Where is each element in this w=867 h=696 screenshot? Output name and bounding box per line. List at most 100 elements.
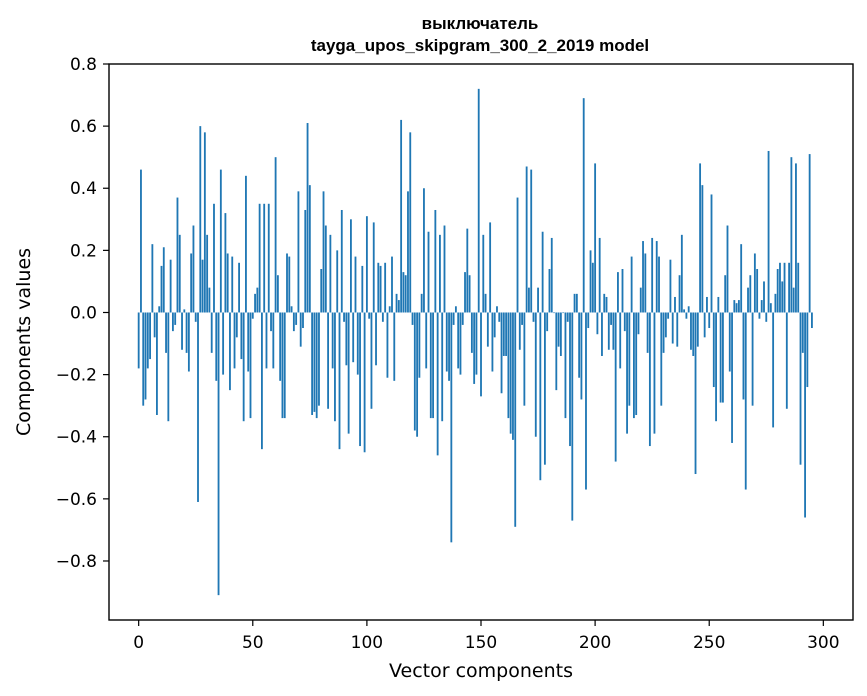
bar <box>703 312 706 338</box>
bar <box>765 312 768 322</box>
bar <box>441 312 444 422</box>
bar <box>687 306 690 313</box>
bar <box>464 272 466 313</box>
bar <box>607 312 610 350</box>
bar <box>623 312 626 332</box>
y-tick-label: −0.4 <box>56 428 97 448</box>
bar <box>651 237 654 313</box>
bar <box>646 312 649 353</box>
bar <box>263 203 266 313</box>
bar <box>386 312 389 378</box>
bar <box>783 262 786 313</box>
bar <box>377 262 380 313</box>
bar <box>345 312 348 366</box>
bar <box>411 312 414 325</box>
bar <box>461 312 464 325</box>
bar <box>192 225 195 313</box>
bar <box>156 312 158 415</box>
bar <box>413 312 416 431</box>
bar <box>391 256 393 313</box>
bar <box>140 169 142 313</box>
bar <box>418 312 421 378</box>
bar <box>187 312 190 372</box>
bar <box>589 250 592 313</box>
y-tick-label: −0.2 <box>56 366 97 386</box>
x-tick-label: 50 <box>242 633 264 653</box>
bar <box>637 312 640 335</box>
bar <box>149 312 151 360</box>
bar <box>804 312 806 518</box>
bar <box>760 300 763 313</box>
bar <box>235 312 238 338</box>
bar <box>763 281 765 313</box>
bar <box>573 293 576 313</box>
bar <box>585 312 587 490</box>
bar <box>537 287 539 313</box>
bar <box>528 287 530 313</box>
bar <box>375 312 377 366</box>
bar <box>160 265 163 313</box>
bar <box>708 312 711 329</box>
bar <box>251 312 254 319</box>
bar <box>190 253 193 313</box>
bar <box>318 312 320 406</box>
bar <box>726 225 729 313</box>
bar <box>379 265 382 313</box>
bar <box>240 312 243 360</box>
bar <box>509 312 512 434</box>
bar <box>454 306 457 313</box>
bar <box>206 234 209 313</box>
x-tick-label: 300 <box>807 633 839 653</box>
bar <box>256 287 259 313</box>
bar <box>699 163 702 313</box>
bar <box>475 312 478 375</box>
bar <box>530 169 533 313</box>
bar <box>429 312 432 419</box>
bar <box>712 312 715 388</box>
bar <box>660 312 663 406</box>
x-tick-label: 150 <box>465 633 497 653</box>
bar <box>311 312 314 415</box>
bar <box>153 312 156 338</box>
bar <box>452 312 455 325</box>
bar <box>489 222 492 313</box>
bar <box>500 312 503 394</box>
bar <box>617 272 619 313</box>
bar <box>548 269 551 313</box>
bar <box>336 250 339 313</box>
bar <box>279 312 282 381</box>
bar <box>304 209 307 313</box>
bar <box>628 312 631 406</box>
bar <box>484 293 487 313</box>
bar <box>779 262 781 313</box>
x-tick-label: 250 <box>693 633 725 653</box>
bar <box>347 312 350 434</box>
bar <box>185 312 188 353</box>
bar <box>448 312 450 381</box>
bar <box>151 244 154 313</box>
bar <box>434 209 437 313</box>
chart-title: выключатель <box>422 14 539 33</box>
bar <box>671 312 674 344</box>
bar <box>201 259 204 313</box>
bar <box>334 312 336 422</box>
bar <box>525 166 528 313</box>
bar <box>388 306 391 313</box>
bar <box>571 312 574 521</box>
bar <box>372 222 375 313</box>
bar <box>384 262 387 313</box>
bar <box>295 312 298 325</box>
bar <box>580 312 583 400</box>
bar <box>261 312 263 450</box>
bar <box>740 244 743 313</box>
bar <box>539 312 542 481</box>
bar <box>559 312 562 356</box>
bar <box>774 293 777 313</box>
bar <box>445 312 448 372</box>
bar <box>480 312 482 397</box>
bar <box>696 312 699 347</box>
bar <box>217 312 220 596</box>
bar <box>436 312 439 456</box>
bar-series <box>137 88 813 596</box>
bar <box>146 312 149 369</box>
